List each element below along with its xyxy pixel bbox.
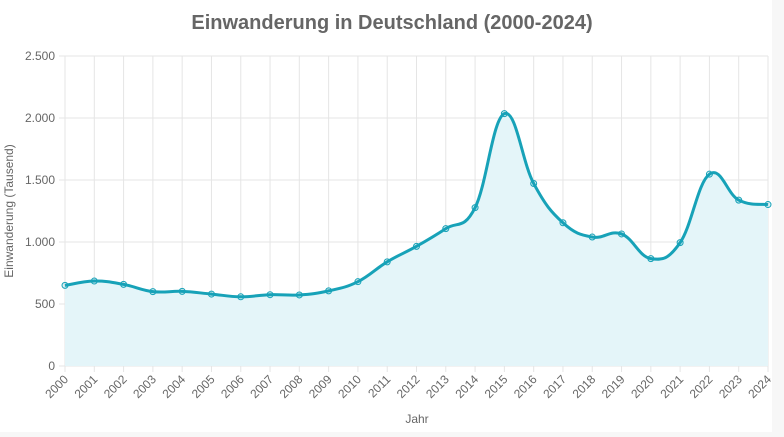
y-tick-label: 0: [48, 359, 55, 373]
x-tick-label: 2013: [423, 372, 452, 401]
x-tick-label: 2003: [130, 372, 159, 401]
data-point: [500, 110, 508, 118]
x-axis-label: Jahr: [405, 412, 428, 426]
data-point: [559, 219, 567, 227]
data-point: [237, 293, 245, 301]
data-point: [618, 230, 626, 238]
data-point: [120, 280, 128, 288]
y-tick-label: 1.500: [25, 173, 55, 187]
data-point: [207, 290, 215, 298]
x-tick-label: 2001: [72, 372, 101, 401]
x-tick-label: 2006: [218, 372, 247, 401]
data-point: [354, 278, 362, 286]
x-tick-label: 2024: [745, 372, 774, 401]
x-tick-label: 2019: [599, 372, 628, 401]
x-tick-label: 2002: [101, 372, 130, 401]
data-point: [90, 277, 98, 285]
x-tick-label: 2020: [628, 372, 657, 401]
y-tick-label: 2.000: [25, 111, 55, 125]
x-tick-label: 2004: [160, 372, 189, 401]
data-point: [588, 233, 596, 241]
x-tick-label: 2005: [189, 372, 218, 401]
data-point: [149, 288, 157, 296]
y-tick-label: 500: [35, 297, 55, 311]
x-tick-label: 2014: [452, 372, 481, 401]
x-tick-label: 2009: [306, 372, 335, 401]
y-tick-label: 2.500: [25, 49, 55, 63]
y-tick-label: 1.000: [25, 235, 55, 249]
x-tick-label: 2007: [247, 372, 276, 401]
x-axis-ticks: 2000 2001 2002 2003 2004 2005 2006 2007 2008 2009…: [42, 372, 774, 401]
data-point: [705, 170, 713, 178]
series-area: [65, 113, 768, 366]
series-line: [64, 112, 769, 299]
x-tick-label: 2018: [570, 372, 599, 401]
data-point: [413, 242, 420, 250]
data-point: [383, 258, 391, 266]
x-tick-label: 2021: [657, 372, 686, 401]
data-point: [295, 291, 303, 299]
data-point: [325, 287, 333, 295]
chart-card: Einwanderung in Deutschland (2000-2024) …: [2, 12, 775, 426]
chart-title: Einwanderung in Deutschland (2000-2024): [191, 12, 592, 34]
x-tick-label: 2015: [482, 372, 511, 401]
data-point: [676, 239, 684, 247]
x-tick-label: 2012: [394, 372, 423, 401]
data-point: [764, 201, 772, 209]
x-tick-label: 2008: [277, 372, 306, 401]
y-axis-ticks: 0 500 1.000 1.500 2.000 2.500: [25, 49, 55, 373]
y-axis-label: Einwanderung (Tausend): [2, 144, 16, 277]
series-points: [61, 110, 772, 301]
x-tick-label: 2010: [335, 372, 364, 401]
data-point: [647, 255, 655, 263]
x-tick-label: 2022: [687, 372, 716, 401]
data-point: [735, 196, 743, 204]
data-point: [442, 225, 450, 233]
data-point: [266, 291, 274, 299]
data-point: [530, 179, 538, 187]
x-tick-label: 2016: [511, 372, 540, 401]
x-tick-label: 2000: [42, 372, 71, 401]
x-tick-label: 2023: [716, 372, 745, 401]
x-tick-label: 2011: [365, 372, 393, 400]
data-point: [61, 281, 69, 289]
x-tick-label: 2017: [540, 372, 569, 401]
data-point: [178, 287, 186, 295]
data-point: [471, 204, 479, 212]
